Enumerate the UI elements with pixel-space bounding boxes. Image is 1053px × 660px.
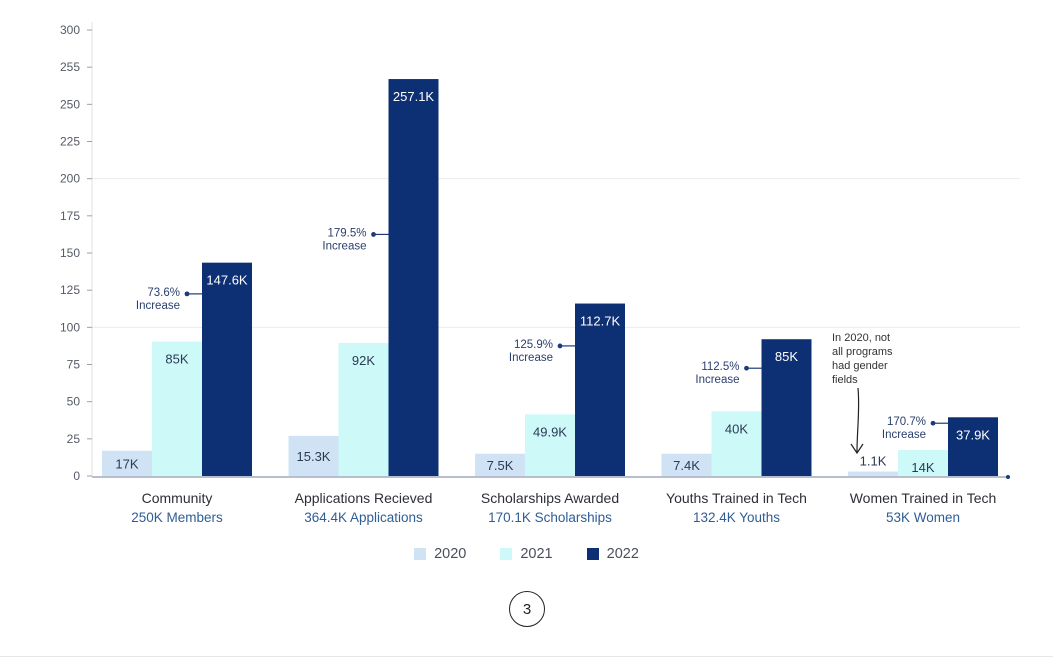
page-number-badge: 3 xyxy=(509,591,545,627)
category-subtitle: 170.1K Scholarships xyxy=(488,510,612,525)
y-tick-label: 50 xyxy=(67,395,81,409)
bar-2020 xyxy=(848,471,898,476)
bar-2021 xyxy=(898,449,948,476)
category-subtitle: 53K Women xyxy=(886,510,960,525)
note-text-line: fields xyxy=(832,374,858,386)
bar-2022 xyxy=(575,303,625,476)
y-tick-label: 0 xyxy=(73,469,80,483)
annotation-increase: Increase xyxy=(882,429,926,441)
bar-value-label: 147.6K xyxy=(206,273,248,288)
category-subtitle: 364.4K Applications xyxy=(304,510,423,525)
legend-label-2021: 2021 xyxy=(520,546,553,562)
category-label: Applications Recieved xyxy=(295,490,433,506)
legend-label-2020: 2020 xyxy=(434,546,467,562)
category-label: Youths Trained in Tech xyxy=(666,490,807,506)
chart-area: 0 25 50 75 100 125 150 175 200 225 250 255 300 17K 85K… xyxy=(60,22,1020,525)
bar-value-label: 17K xyxy=(115,456,138,471)
legend-item-2020: 2020 xyxy=(414,546,466,562)
bar-value-label: 85K xyxy=(165,351,188,366)
bar-2022 xyxy=(388,79,439,476)
legend-label-2022: 2022 xyxy=(606,546,639,562)
annotation-percent: 73.6% xyxy=(147,287,180,299)
bar-2020 xyxy=(102,450,152,476)
annotation-dot xyxy=(744,365,749,371)
bar-value-label: 257.1K xyxy=(393,89,435,104)
note-text-line: all programs xyxy=(832,346,893,358)
note-text-line: In 2020, not xyxy=(832,332,890,344)
annotation-percent: 170.7% xyxy=(887,416,926,428)
annotation-increase: Increase xyxy=(695,374,739,386)
annotation-percent: 179.5% xyxy=(327,227,366,239)
category-subtitle: 250K Members xyxy=(131,510,223,525)
annotation-dot xyxy=(371,232,376,237)
annotation-increase: Increase xyxy=(136,300,180,312)
legend-item-2022: 2022 xyxy=(586,546,639,562)
y-tick-label: 250 xyxy=(60,97,80,111)
note-arrow xyxy=(856,387,860,453)
y-tick-label: 125 xyxy=(60,283,80,297)
y-tick-label: 25 xyxy=(67,432,81,446)
bar-2021 xyxy=(338,342,389,476)
y-tick-label: 75 xyxy=(67,358,81,372)
legend-swatch-2020 xyxy=(414,548,427,560)
y-tick-label: 255 xyxy=(60,60,80,74)
bar-value-label: 7.4K xyxy=(673,458,700,473)
y-tick-label: 300 xyxy=(60,23,80,37)
y-tick-label: 200 xyxy=(60,172,80,186)
annotation-dot xyxy=(930,420,936,426)
category-label: Women Trained in Tech xyxy=(850,490,997,506)
bar-value-label: 92K xyxy=(352,353,375,368)
annotation-increase: Increase xyxy=(509,352,553,364)
category-subtitle: 132.4K Youths xyxy=(693,510,780,525)
y-tick-label: 150 xyxy=(60,246,80,260)
bar-2022 xyxy=(202,262,252,476)
bottom-divider xyxy=(0,656,1053,657)
category-label: Scholarships Awarded xyxy=(481,490,619,506)
bar-value-label: 15.3K xyxy=(297,449,331,464)
bar-value-label: 85K xyxy=(775,349,798,364)
bar-2022 xyxy=(948,417,998,476)
bar-2020 xyxy=(288,435,339,476)
legend-swatch-2022 xyxy=(586,548,599,560)
bar-2022 xyxy=(761,339,812,476)
bar-value-label: 112.7K xyxy=(580,314,621,329)
y-tick-label: 225 xyxy=(60,135,80,149)
bar-value-label: 7.5K xyxy=(487,458,514,473)
annotation-percent: 125.9% xyxy=(514,339,553,351)
y-tick-label: 100 xyxy=(60,320,80,334)
bar-2021 xyxy=(711,411,762,476)
legend-item-2021: 2021 xyxy=(500,546,553,562)
page-number: 3 xyxy=(522,600,532,618)
annotation-dot xyxy=(184,291,190,297)
legend-swatch-2021 xyxy=(500,548,513,560)
bar-2021 xyxy=(525,414,575,476)
bar-2021 xyxy=(152,341,202,476)
bar-value-label: 40K xyxy=(725,421,748,436)
bar-value-label: 14K xyxy=(911,460,934,475)
legend: 2020 2021 2022 xyxy=(0,546,1053,562)
bar-value-label: 49.9K xyxy=(533,424,567,439)
bar-2020 xyxy=(661,453,712,476)
note-arrow-head xyxy=(850,443,864,455)
bar-2020 xyxy=(475,453,525,476)
bar-value-label: 37.9K xyxy=(956,427,990,442)
x-axis-end-dot xyxy=(1006,475,1010,479)
annotation-increase: Increase xyxy=(322,240,366,252)
y-tick-label: 175 xyxy=(60,209,80,223)
annotation-percent: 112.5% xyxy=(701,361,739,373)
annotation-dot xyxy=(557,343,563,349)
bar-value-label: 1.1K xyxy=(860,454,887,469)
note-text-line: had gender xyxy=(832,360,888,372)
bar-chart: 0 25 50 75 100 125 150 175 200 225 250 255 300 17K 85K… xyxy=(60,22,1020,525)
category-label: Community xyxy=(142,490,213,506)
